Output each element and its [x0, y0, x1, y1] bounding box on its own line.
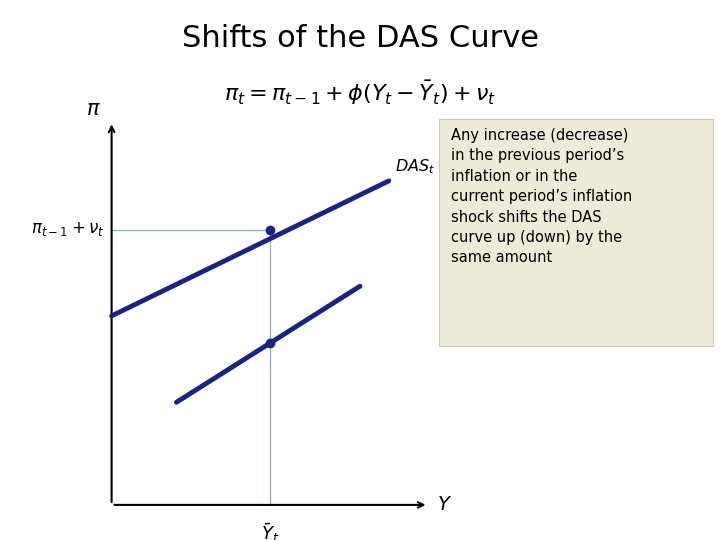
Text: $\bar{Y}_t$: $\bar{Y}_t$ [261, 521, 279, 540]
Text: $Y$: $Y$ [437, 495, 452, 515]
Text: $\pi_t = \pi_{t-1}  +  \phi(Y_t - \bar{Y}_t)  +  \nu_t$: $\pi_t = \pi_{t-1} + \phi(Y_t - \bar{Y}_… [224, 78, 496, 107]
Text: $\pi_{t-1} + \nu_t$: $\pi_{t-1} + \nu_t$ [31, 220, 104, 239]
Text: Shifts of the DAS Curve: Shifts of the DAS Curve [181, 24, 539, 53]
Text: Any increase (decrease)
in the previous period’s
inflation or in the
current per: Any increase (decrease) in the previous … [451, 128, 633, 265]
FancyBboxPatch shape [439, 119, 713, 346]
Text: $DAS_t$: $DAS_t$ [395, 157, 435, 176]
Text: $\pi$: $\pi$ [86, 99, 101, 119]
